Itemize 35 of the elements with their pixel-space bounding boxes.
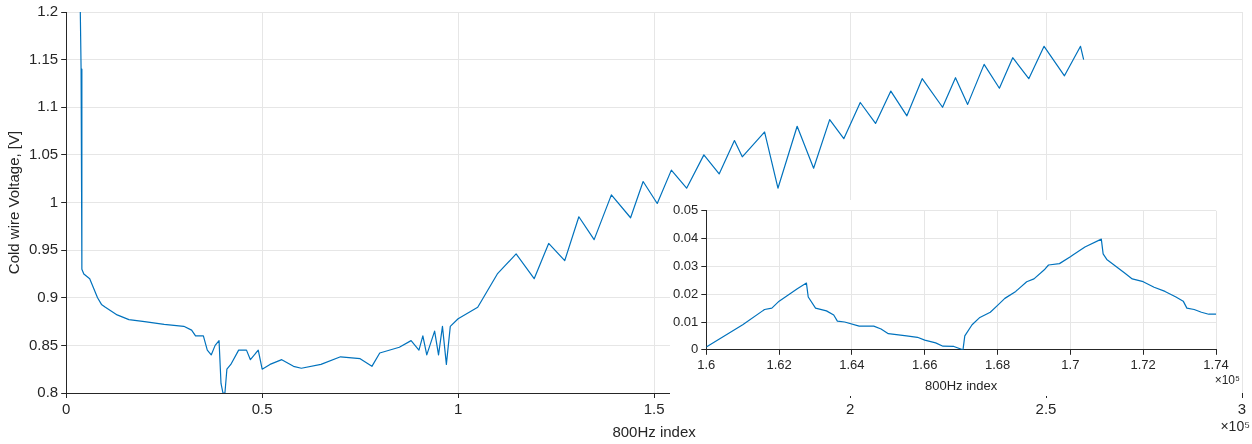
y-tick-label: 0.03 [672,257,699,273]
x-tick-label: 2.5 [1035,400,1057,418]
x-tick-label: 0.5 [251,400,273,418]
x-tick-label: 0 [62,400,71,418]
x-tick-label: 1.64 [839,357,865,373]
x-tick-label: 1.66 [912,357,938,373]
x-tick-label: 1.62 [766,357,792,373]
x-tick-label: 1 [453,400,463,418]
y-tick-label: 1 [49,192,59,210]
x-axis-title: 800Hz index [925,377,998,393]
y-tick-label: 1.2 [37,2,59,20]
y-tick-label: 0.9 [37,287,59,305]
y-tick-label: 0 [691,341,699,357]
x-tick-label: 1.74 [1203,357,1229,373]
y-tick-label: 0.04 [672,230,699,246]
x-tick-label: 1.7 [1061,357,1080,373]
x-tick-label: 1.72 [1130,357,1156,373]
annotation: ×10⁵ [1214,373,1241,388]
y-tick-label: 0.05 [672,202,699,218]
x-tick-label: 1.6 [697,357,716,373]
y-tick-label: 0.02 [672,285,699,301]
x-tick-label: 3 [1237,400,1247,418]
x-axis-title: 800Hz index [612,423,697,441]
x-tick-label: 1.68 [984,357,1011,373]
y-tick-label: 0.01 [672,313,699,329]
x-tick-label: 1.5 [643,400,665,418]
y-tick-label: 1.1 [37,97,59,115]
y-tick-label: 1.15 [28,49,59,67]
y-tick-label: 0.95 [28,240,59,258]
y-tick-label: 1.05 [28,145,59,163]
y-tick-label: 0.85 [28,335,59,353]
y-axis-title: Cold wire Voltage, [V] [5,130,23,275]
x-tick-label: 2 [845,400,855,418]
text: ×10⁵ [1220,417,1250,434]
y-tick-label: 0.8 [37,383,59,401]
